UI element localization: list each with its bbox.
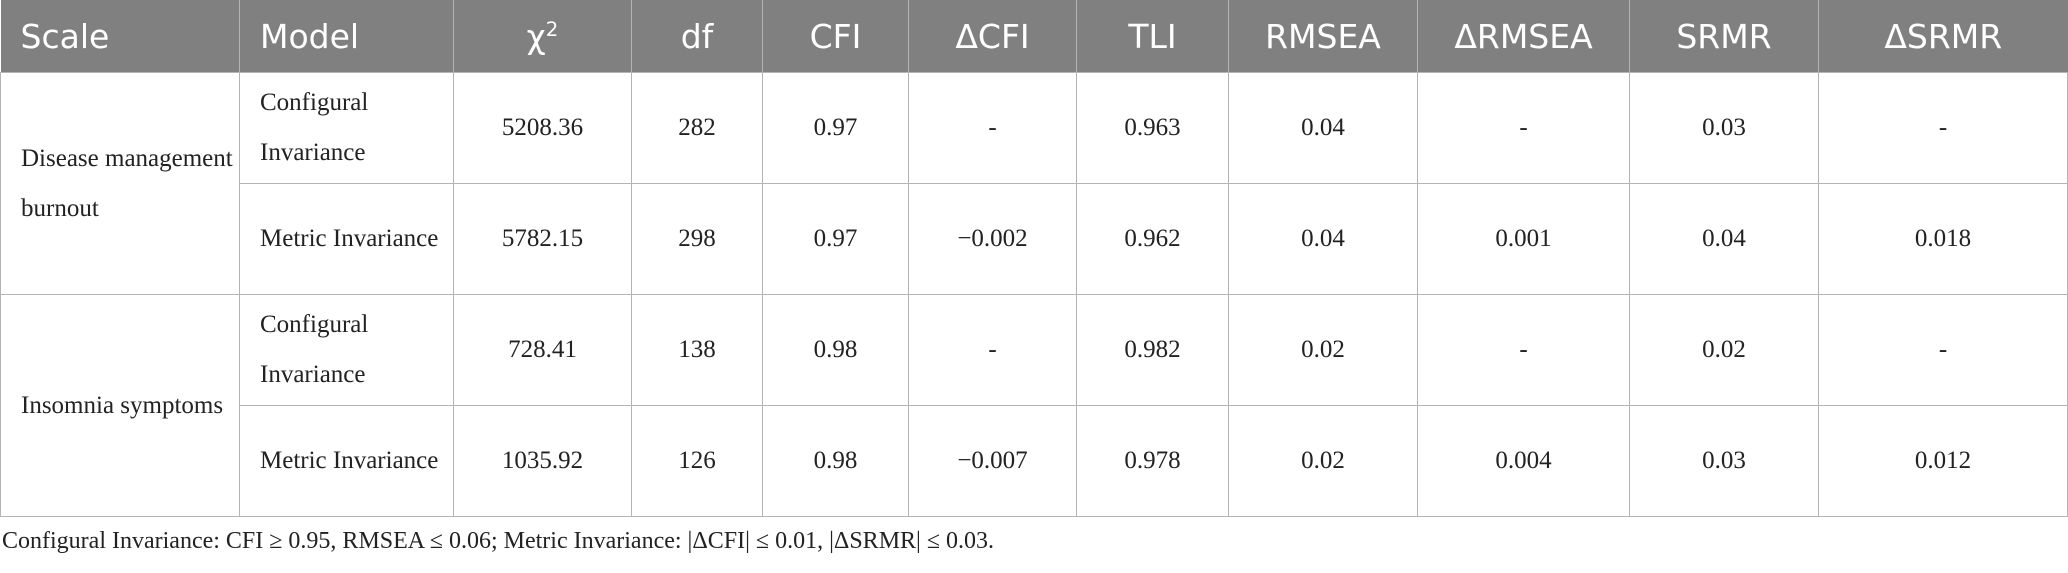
delta-rmsea-cell: - — [1417, 294, 1630, 406]
tli-cell: 0.962 — [1076, 183, 1229, 295]
df-cell: 126 — [631, 405, 763, 517]
delta-rmsea-cell: 0.001 — [1417, 183, 1630, 295]
table-row: Metric Invariance 1035.92 126 0.98 −0.00… — [1, 405, 2068, 517]
model-cell: Metric Invariance — [239, 405, 454, 517]
delta-srmr-cell: - — [1818, 294, 2068, 406]
delta-cfi-cell: - — [908, 294, 1077, 406]
delta-cfi-cell: −0.002 — [908, 183, 1077, 295]
df-cell: 282 — [631, 72, 763, 184]
table-header: Scale Model χ2 df CFI ΔCFI TLI RMSEA ΔRM… — [0, 0, 2068, 73]
header-delta-cfi: ΔCFI — [908, 0, 1077, 73]
table-row: Insomnia symptoms Configural Invariance … — [0, 294, 2068, 517]
table-body: Disease management burnout Configural In… — [0, 72, 2068, 517]
cfi-cell: 0.97 — [762, 72, 909, 184]
header-delta-rmsea: ΔRMSEA — [1417, 0, 1630, 73]
chi-symbol: χ — [526, 16, 546, 56]
header-model: Model — [239, 0, 454, 73]
cfi-cell: 0.98 — [762, 405, 909, 517]
table-row: Metric Invariance 5782.15 298 0.97 −0.00… — [1, 183, 2068, 295]
table-row: Disease management burnout Configural In… — [0, 72, 2068, 295]
table-footnote: Configural Invariance: CFI ≥ 0.95, RMSEA… — [2, 528, 995, 554]
delta-srmr-cell: 0.018 — [1818, 183, 2068, 295]
model-cell: Configural Invariance — [239, 72, 454, 184]
chi-superscript: 2 — [545, 17, 559, 41]
scale-cell: Insomnia symptoms — [0, 294, 240, 517]
header-cfi: CFI — [762, 0, 909, 73]
cfi-cell: 0.98 — [762, 294, 909, 406]
chi2-cell: 1035.92 — [453, 405, 632, 517]
srmr-cell: 0.03 — [1629, 72, 1819, 184]
rmsea-cell: 0.02 — [1228, 294, 1418, 406]
chi2-cell: 728.41 — [453, 294, 632, 406]
header-rmsea: RMSEA — [1228, 0, 1418, 73]
rmsea-cell: 0.04 — [1228, 183, 1418, 295]
delta-cfi-cell: - — [908, 72, 1077, 184]
rmsea-cell: 0.04 — [1228, 72, 1418, 184]
header-df: df — [631, 0, 763, 73]
tli-cell: 0.978 — [1076, 405, 1229, 517]
srmr-cell: 0.04 — [1629, 183, 1819, 295]
header-delta-srmr: ΔSRMR — [1818, 0, 2068, 73]
df-cell: 138 — [631, 294, 763, 406]
delta-srmr-cell: - — [1818, 72, 2068, 184]
df-cell: 298 — [631, 183, 763, 295]
delta-cfi-cell: −0.007 — [908, 405, 1077, 517]
scale-cell: Disease management burnout — [0, 72, 240, 295]
tli-cell: 0.963 — [1076, 72, 1229, 184]
delta-srmr-cell: 0.012 — [1818, 405, 2068, 517]
delta-rmsea-cell: - — [1417, 72, 1630, 184]
header-chi-square: χ2 — [453, 0, 632, 73]
header-tli: TLI — [1076, 0, 1229, 73]
tli-cell: 0.982 — [1076, 294, 1229, 406]
model-cell: Configural Invariance — [239, 294, 454, 406]
header-row: Scale Model χ2 df CFI ΔCFI TLI RMSEA ΔRM… — [0, 0, 2068, 73]
chi2-cell: 5208.36 — [453, 72, 632, 184]
invariance-table: Scale Model χ2 df CFI ΔCFI TLI RMSEA ΔRM… — [0, 0, 2068, 517]
header-srmr: SRMR — [1629, 0, 1819, 73]
chi2-cell: 5782.15 — [453, 183, 632, 295]
srmr-cell: 0.03 — [1629, 405, 1819, 517]
model-cell: Metric Invariance — [239, 183, 454, 295]
srmr-cell: 0.02 — [1629, 294, 1819, 406]
header-scale: Scale — [0, 0, 240, 73]
delta-rmsea-cell: 0.004 — [1417, 405, 1630, 517]
rmsea-cell: 0.02 — [1228, 405, 1418, 517]
cfi-cell: 0.97 — [762, 183, 909, 295]
